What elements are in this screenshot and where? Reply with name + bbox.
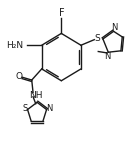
Text: N: N: [111, 23, 118, 32]
Text: H₂N: H₂N: [6, 41, 23, 50]
Text: S: S: [22, 104, 27, 113]
Text: S: S: [95, 34, 101, 43]
Text: F: F: [58, 8, 64, 18]
Text: NH: NH: [29, 91, 42, 100]
Text: N: N: [104, 52, 111, 61]
Text: O: O: [16, 72, 23, 81]
Text: N: N: [46, 104, 52, 113]
